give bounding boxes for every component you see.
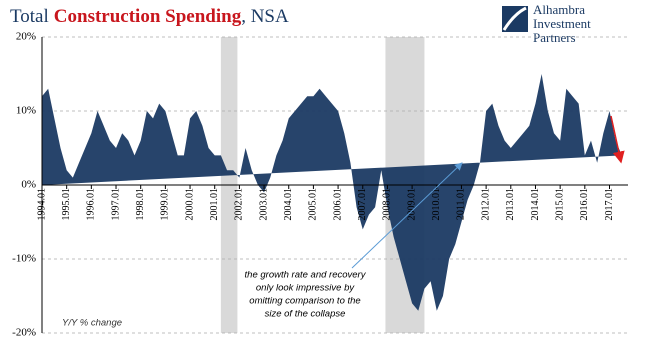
title-part: Total <box>10 6 49 27</box>
title-part: , NSA <box>241 6 289 27</box>
x-tick-label: 2016.01 <box>579 188 590 221</box>
y-tick-label: 10% <box>16 105 36 117</box>
x-tick-label: 1997.01 <box>110 188 121 221</box>
x-tick-label: 1996.01 <box>86 188 97 221</box>
y-tick-label: -10% <box>12 253 36 265</box>
x-tick-label: 2001.01 <box>209 188 220 221</box>
x-tick-label: 2017.01 <box>604 188 615 221</box>
logo-text: Investment <box>533 16 591 31</box>
annotation-arrow <box>351 162 463 269</box>
x-tick-label: 2003.01 <box>258 188 269 221</box>
x-tick-label: 1995.01 <box>61 188 72 221</box>
x-tick-label: 2002.01 <box>234 188 245 221</box>
x-tick-label: 2013.01 <box>505 188 516 221</box>
x-tick-label: 1999.01 <box>160 188 171 221</box>
x-tick-label: 2009.01 <box>406 188 417 221</box>
area <box>42 74 622 311</box>
x-tick-label: 2014.01 <box>530 188 541 221</box>
logo-swoosh <box>502 6 527 31</box>
x-tick-label: 2005.01 <box>308 188 319 221</box>
y-note: Y/Y % change <box>62 318 122 329</box>
annotation-line: only look impressive by <box>256 283 355 294</box>
annotation-line: the growth rate and recovery <box>245 270 367 281</box>
x-tick-label: 2010.01 <box>431 188 442 221</box>
annotation: the growth rate and recovery only look i… <box>245 270 367 320</box>
logo-text: Partners <box>533 30 576 45</box>
y-tick-label: -20% <box>12 327 36 339</box>
x-tick-label: 2006.01 <box>332 188 343 221</box>
trend-arrow <box>610 115 625 164</box>
x-tick-label: 2015.01 <box>554 188 565 221</box>
y-tick-label: 20% <box>16 31 36 43</box>
x-tick-label: 2007.01 <box>357 188 368 221</box>
y-tick-label: 0% <box>21 179 36 191</box>
x-tick-label: 2012.01 <box>480 188 491 221</box>
x-tick-label: 1994.01 <box>36 188 47 221</box>
x-tick-label: 2008.01 <box>382 188 393 221</box>
logo-text: Alhambra <box>533 2 585 17</box>
chart-title: Total Construction Spending, NSA <box>10 6 289 27</box>
annotation-line: size of the collapse <box>265 309 346 320</box>
x-tick-label: 2000.01 <box>184 188 195 221</box>
annotation-line: omitting comparison to the <box>249 296 360 307</box>
plot: -20% -10% 0% 10% 20% 1994.01 1995.01 1996.01 199… <box>12 31 628 339</box>
x-tick-label: 2004.01 <box>283 188 294 221</box>
logo: Alhambra Investment Partners <box>502 2 591 45</box>
x-tick-label: 2011.01 <box>456 188 467 220</box>
title-part: Construction Spending <box>54 6 242 27</box>
x-tick-label: 1998.01 <box>135 188 146 221</box>
